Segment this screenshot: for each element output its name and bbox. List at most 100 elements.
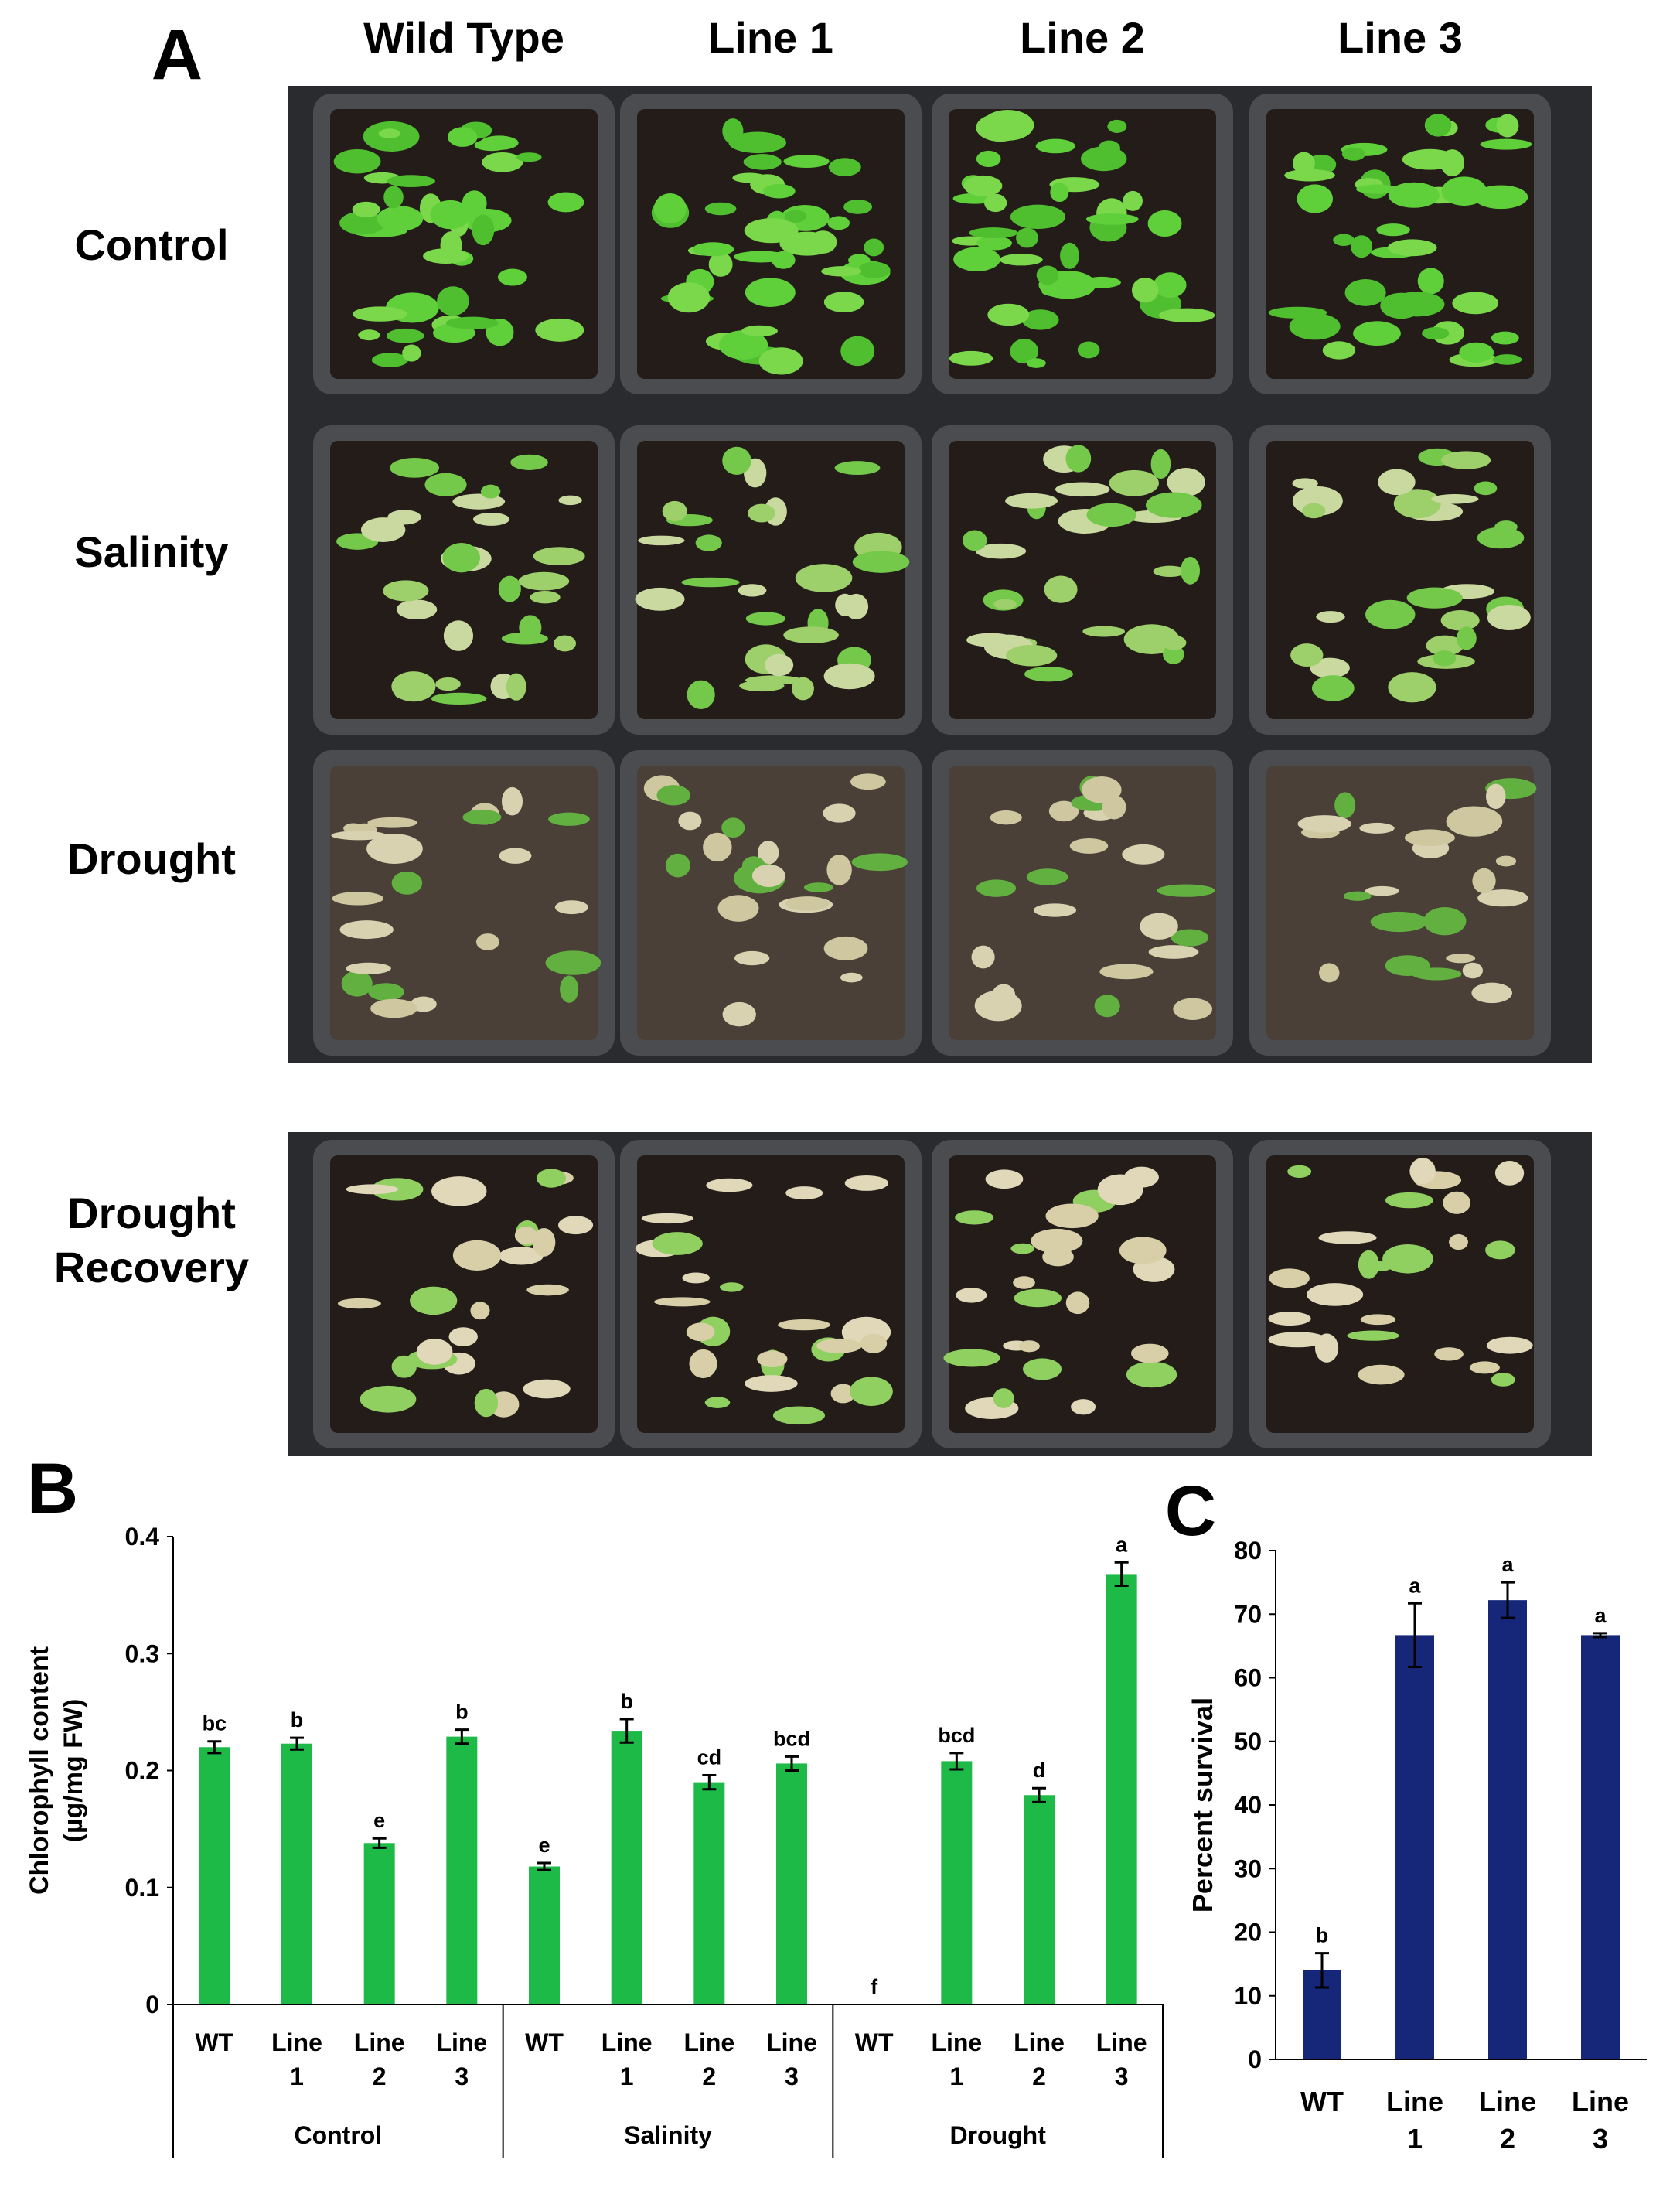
leaf bbox=[1044, 575, 1078, 603]
significance-letter: bcd bbox=[773, 1727, 810, 1750]
leaf bbox=[1477, 527, 1525, 549]
leaf bbox=[758, 347, 803, 375]
bar bbox=[1581, 1635, 1620, 2059]
leaf bbox=[1343, 891, 1372, 901]
leaf bbox=[1495, 855, 1517, 867]
leaf bbox=[368, 983, 404, 1001]
leaf bbox=[558, 495, 582, 506]
leaf bbox=[1446, 954, 1476, 964]
leaf bbox=[1302, 503, 1326, 519]
leaf bbox=[785, 1186, 823, 1200]
x-tick-label: Line 2 bbox=[683, 2028, 734, 2090]
leaf bbox=[976, 236, 1012, 251]
leaf bbox=[1344, 279, 1386, 306]
leaf bbox=[851, 853, 908, 872]
leaf bbox=[1486, 1336, 1533, 1354]
leaf bbox=[1491, 1373, 1515, 1387]
leaf bbox=[1010, 1243, 1035, 1254]
leaf bbox=[1065, 445, 1092, 473]
leaf bbox=[499, 848, 532, 864]
y-tick-label: 10 bbox=[1234, 1982, 1262, 2010]
leaf bbox=[1181, 556, 1201, 585]
leaf bbox=[830, 1384, 856, 1404]
leaf bbox=[843, 593, 869, 619]
x-tick-label: Line 1 bbox=[1386, 2086, 1443, 2155]
leaf bbox=[860, 1333, 888, 1353]
leaf bbox=[695, 534, 722, 551]
leaf bbox=[783, 626, 839, 644]
leaf bbox=[704, 202, 737, 216]
leaf bbox=[332, 892, 384, 906]
significance-letter: a bbox=[1409, 1574, 1421, 1597]
leaf bbox=[976, 150, 1001, 168]
row-label: Drought bbox=[67, 834, 236, 883]
leaf bbox=[346, 1184, 399, 1195]
leaf bbox=[1157, 884, 1215, 897]
leaf bbox=[985, 1169, 1024, 1189]
leaf bbox=[1006, 644, 1058, 667]
leaf bbox=[462, 809, 502, 825]
leaf bbox=[366, 834, 423, 864]
leaf bbox=[1431, 494, 1479, 504]
x-tick-label: Line 2 bbox=[1479, 2086, 1536, 2155]
leaf bbox=[1071, 1399, 1096, 1415]
leaf bbox=[338, 1298, 381, 1309]
leaf bbox=[1443, 1191, 1471, 1214]
leaf bbox=[975, 543, 1027, 559]
column-label: Line 3 bbox=[1338, 13, 1463, 62]
leaf bbox=[339, 920, 394, 940]
y-tick-label: 30 bbox=[1234, 1854, 1262, 1882]
leaf bbox=[470, 1302, 490, 1320]
leaf bbox=[993, 599, 1017, 610]
leaf bbox=[1018, 1340, 1040, 1353]
panel-label: B bbox=[27, 1449, 78, 1528]
leaf bbox=[1496, 114, 1519, 138]
x-tick-label: Line 1 bbox=[271, 2028, 322, 2090]
leaf bbox=[1013, 1276, 1035, 1289]
leaf bbox=[1356, 184, 1399, 194]
leaf bbox=[443, 620, 474, 651]
leaf bbox=[378, 128, 401, 138]
leaf bbox=[1284, 169, 1335, 182]
leaf bbox=[852, 551, 910, 573]
leaf bbox=[1389, 292, 1445, 317]
x-tick-label: Line 3 bbox=[436, 2028, 487, 2090]
leaf bbox=[1027, 358, 1046, 368]
y-tick-label: 0 bbox=[145, 1991, 159, 2018]
leaf bbox=[999, 254, 1043, 266]
error-bar bbox=[372, 1837, 387, 1849]
leaf bbox=[1050, 183, 1069, 203]
y-tick-label: 0.2 bbox=[125, 1757, 159, 1785]
leaf bbox=[1024, 667, 1073, 682]
leaf bbox=[1147, 210, 1182, 237]
leaf bbox=[953, 247, 1000, 271]
leaf bbox=[1359, 822, 1395, 834]
error-bar bbox=[1032, 1786, 1046, 1803]
leaf bbox=[962, 530, 987, 551]
bar bbox=[446, 1736, 478, 2004]
leaf bbox=[391, 871, 423, 895]
leaf bbox=[1409, 1158, 1436, 1185]
leaf bbox=[963, 175, 1003, 196]
leaf bbox=[557, 1216, 594, 1235]
y-tick-label: 0.1 bbox=[125, 1874, 159, 1902]
leaf bbox=[1297, 184, 1333, 213]
leaf bbox=[1119, 1237, 1167, 1264]
plant-photo bbox=[288, 86, 1592, 1456]
leaf bbox=[1433, 650, 1457, 667]
error-bar bbox=[455, 1728, 469, 1745]
leaf bbox=[718, 330, 768, 360]
leaf bbox=[1031, 1228, 1083, 1254]
leaf bbox=[516, 152, 542, 162]
leaf bbox=[638, 535, 685, 546]
y-tick-label: 0.3 bbox=[125, 1639, 159, 1667]
leaf bbox=[635, 587, 685, 611]
bar bbox=[281, 1743, 312, 2004]
leaf bbox=[745, 1375, 798, 1392]
leaf bbox=[1310, 657, 1350, 679]
leaf bbox=[850, 1377, 893, 1407]
leaf bbox=[803, 882, 833, 892]
error-bar bbox=[207, 1740, 222, 1755]
leaf bbox=[987, 303, 1030, 326]
